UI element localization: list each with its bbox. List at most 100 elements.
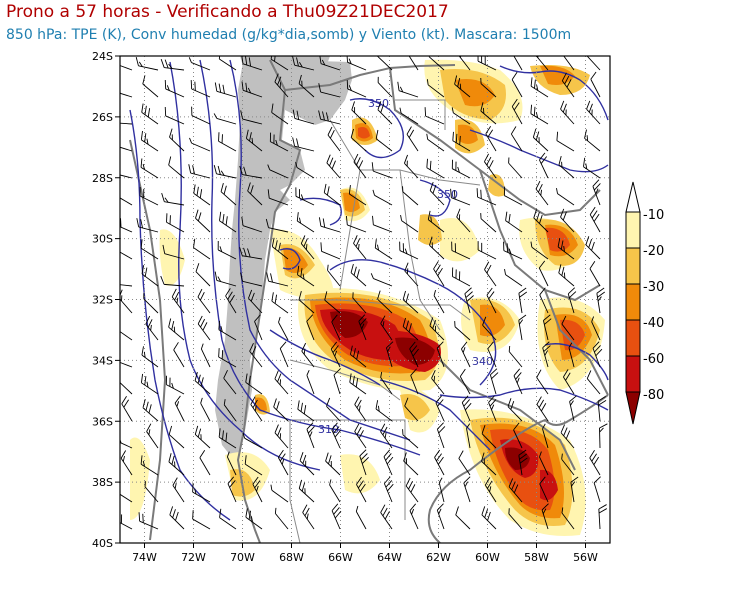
wind-barb: [511, 56, 523, 71]
wind-barb: [508, 478, 523, 503]
wind-barb: [172, 477, 185, 503]
wind-barb: [485, 126, 497, 152]
colorbar-top-arrow: [625, 181, 641, 213]
wind-barb: [463, 476, 471, 503]
wind-barb: [426, 158, 445, 179]
wind-barb: [403, 452, 419, 476]
wind-barb: [240, 110, 263, 125]
wind-barb: [188, 164, 211, 179]
wind-barb: [404, 262, 419, 287]
wind-barb: [424, 107, 445, 125]
wind-barb: [306, 422, 315, 449]
wind-barb: [350, 128, 367, 152]
wind-barb: [429, 236, 445, 260]
wind-barb: [302, 504, 315, 530]
wind-barb: [477, 56, 497, 71]
wind-barb: [139, 187, 159, 206]
wind-barb: [245, 129, 263, 152]
wind-barb: [218, 320, 237, 341]
wind-barb: [404, 397, 419, 422]
wind-barb: [292, 56, 315, 71]
wind-barb: [271, 103, 289, 125]
wind-barb: [429, 181, 445, 206]
wind-barb: [436, 422, 446, 449]
wind-barb: [486, 287, 497, 314]
wind-barb: [197, 315, 211, 341]
wind-barb: [120, 450, 133, 476]
wind-barb: [508, 508, 523, 530]
wind-barb: [193, 184, 211, 206]
wind-barb: [190, 80, 211, 98]
wind-barb: [142, 75, 159, 98]
wind-barb: [561, 315, 575, 341]
wind-barb: [143, 293, 159, 314]
wind-barb: [459, 368, 471, 395]
wind-barb: [160, 275, 185, 287]
wind-barb: [331, 503, 342, 530]
wind-barb: [300, 235, 315, 260]
wind-barb: [599, 423, 608, 449]
wind-barb: [405, 477, 419, 503]
lon-tick-label: 74W: [132, 551, 157, 564]
wind-barb: [120, 144, 133, 152]
wind-barb: [279, 341, 289, 368]
wind-barb: [592, 341, 603, 368]
wind-barb: [560, 424, 575, 449]
wind-barb: [556, 131, 575, 152]
wind-barb: [194, 425, 211, 449]
wind-barb: [511, 71, 523, 98]
wind-barb: [226, 451, 237, 476]
wind-barb: [375, 129, 393, 152]
wind-barb: [503, 186, 523, 206]
lon-tick-label: 64W: [377, 551, 402, 564]
wind-barb: [346, 56, 367, 71]
wind-barb: [538, 260, 549, 287]
wind-barb: [318, 83, 341, 98]
wind-barb: [534, 56, 549, 71]
wind-barb: [140, 130, 159, 152]
wind-barb: [223, 399, 237, 422]
wind-barb: [325, 452, 341, 476]
wind-barb: [400, 214, 419, 233]
wind-barb: [120, 379, 133, 395]
wind-barb: [141, 103, 159, 125]
wind-barb: [195, 263, 211, 287]
lon-tick-label: 70W: [230, 551, 255, 564]
wind-barb: [466, 423, 471, 449]
wind-barb: [481, 452, 497, 476]
wind-barb: [295, 161, 315, 179]
terrain-mask-north: [240, 56, 330, 95]
wind-barb: [438, 477, 445, 503]
lat-tick-label: 32S: [92, 294, 113, 307]
colorbar-label: -30: [643, 280, 664, 295]
wind-barb: [169, 128, 185, 152]
wind-barb: [591, 316, 601, 341]
lon-tick-label: 58W: [524, 551, 549, 564]
wind-barb: [306, 314, 315, 341]
wind-barb: [541, 503, 549, 530]
wind-barb: [146, 423, 159, 449]
wind-barb: [409, 503, 419, 530]
wind-barb: [518, 449, 528, 476]
wind-barb: [464, 287, 474, 314]
wind-barb: [267, 189, 289, 206]
wind-barb: [589, 260, 601, 287]
wind-barb: [241, 81, 263, 98]
lon-tick-label: 60W: [475, 551, 500, 564]
wind-barb: [504, 268, 523, 287]
wind-barb: [558, 264, 575, 287]
wind-barb: [375, 400, 393, 422]
wind-barb: [145, 315, 159, 341]
wind-barb: [192, 483, 211, 503]
wind-barb: [244, 455, 263, 476]
gridlines: [120, 56, 610, 543]
lat-tick-label: 40S: [92, 537, 113, 550]
wind-barb: [297, 400, 315, 422]
wind-barb: [120, 248, 133, 260]
wind-barb: [484, 153, 497, 179]
wind-barb: [168, 453, 185, 476]
wind-barb: [530, 104, 549, 125]
wind-barb: [380, 423, 393, 449]
wind-barb: [596, 287, 606, 314]
wind-barb: [193, 238, 211, 260]
